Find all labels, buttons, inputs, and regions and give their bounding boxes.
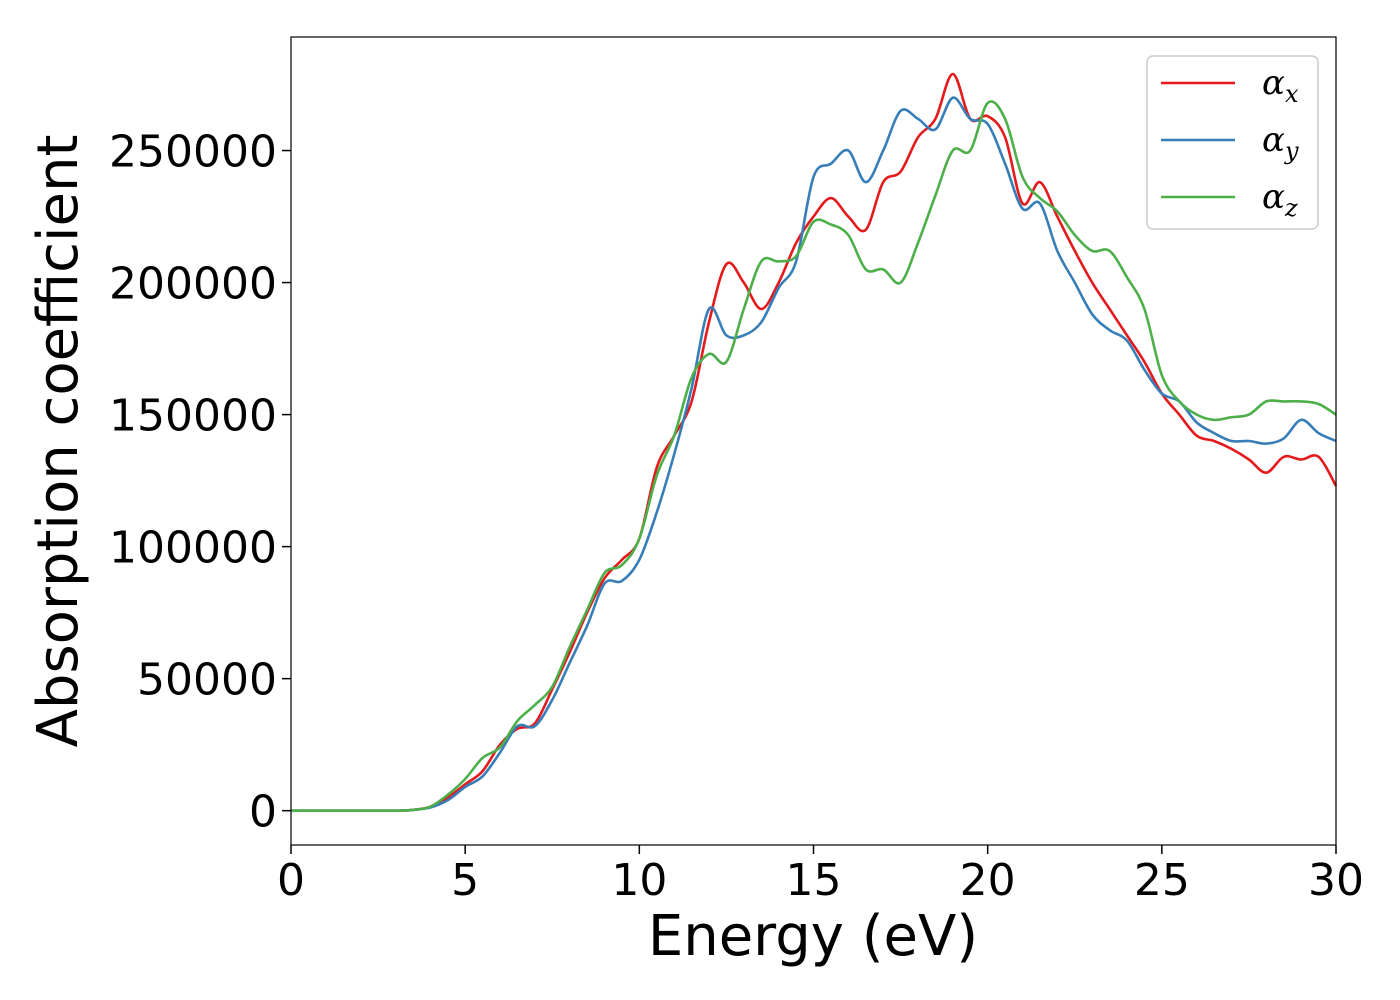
x-tick-label: 5 (451, 855, 479, 906)
x-tick-label: 20 (960, 855, 1016, 906)
y-tick-label: 0 (249, 787, 277, 838)
x-tick-label: 30 (1308, 855, 1364, 906)
legend-subscript: y (1284, 137, 1299, 165)
y-axis-label: Absorption coefficient (26, 135, 91, 748)
x-axis-label: Energy (eV) (648, 904, 978, 969)
y-tick-label: 100000 (109, 523, 277, 574)
legend-subscript: z (1284, 194, 1298, 222)
legend-subscript: x (1285, 80, 1299, 108)
series-layer (291, 72, 1338, 813)
ticks-layer: 0 5 10 15 20 25 30 0 50000 100000 150000 200000 2500… (109, 127, 1364, 906)
series-line-alpha-y (291, 96, 1337, 813)
x-tick-label: 15 (786, 855, 842, 906)
x-tick-label: 25 (1134, 855, 1190, 906)
y-tick-label: 150000 (109, 391, 277, 442)
y-tick-label: 50000 (137, 655, 277, 706)
x-tick-label: 0 (277, 855, 305, 906)
x-tick-label: 10 (611, 855, 667, 906)
y-tick-label: 250000 (109, 127, 277, 178)
y-tick-label: 200000 (109, 259, 277, 310)
legend-box (1146, 55, 1319, 230)
series-line-alpha-z (291, 100, 1337, 813)
